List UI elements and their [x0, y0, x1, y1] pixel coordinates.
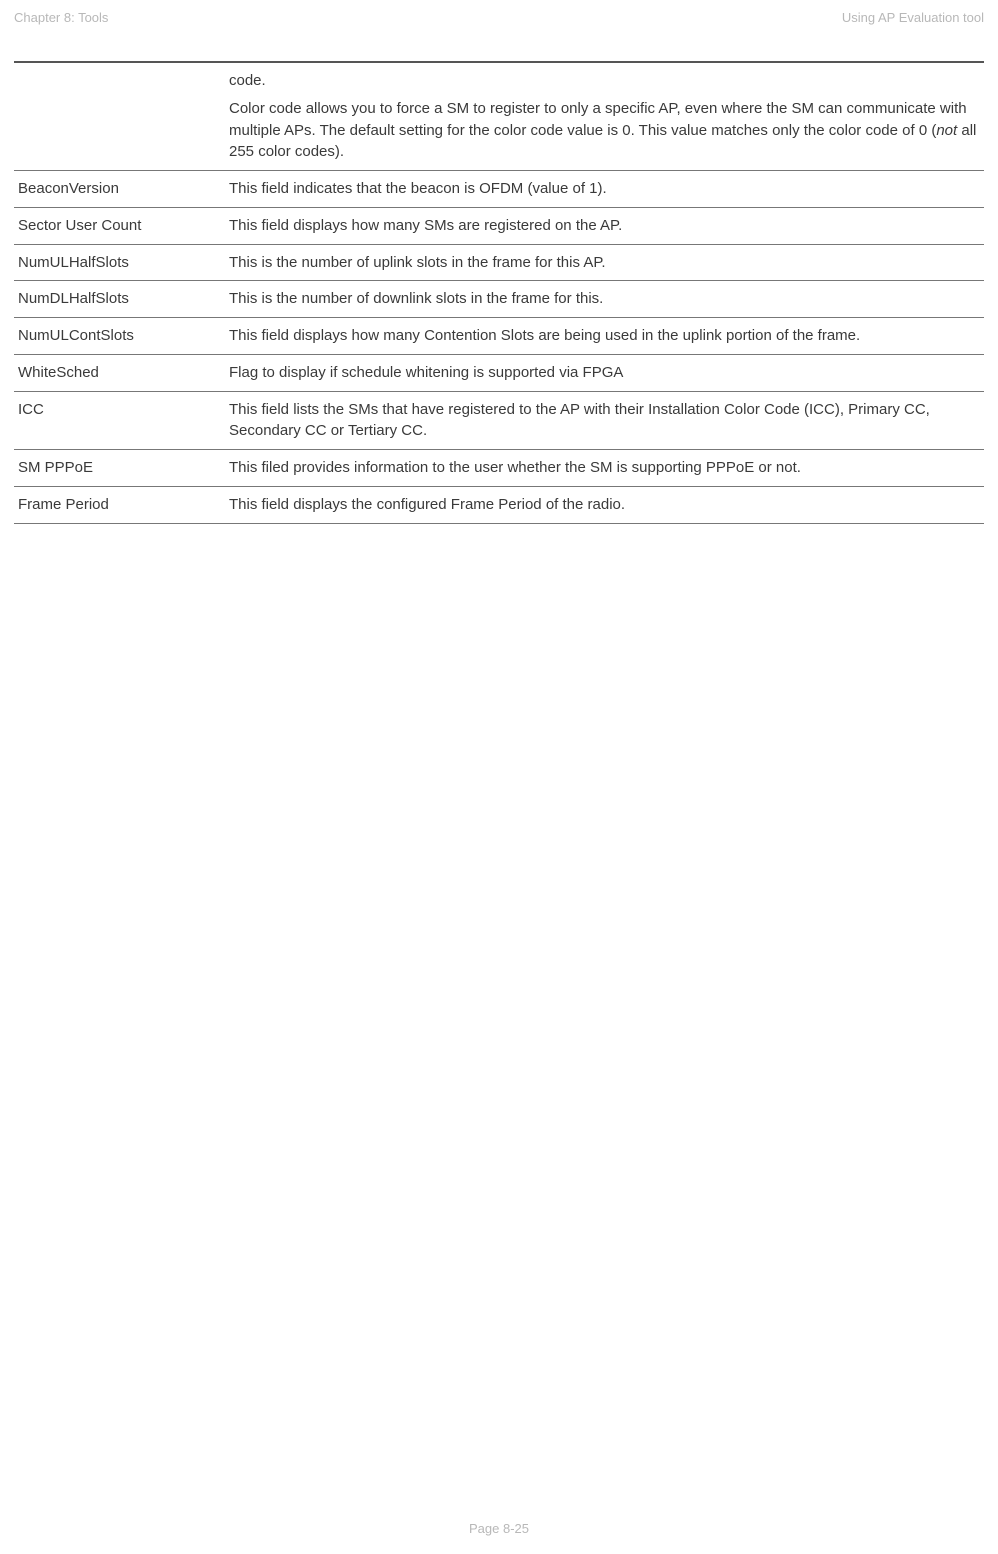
attribute-name: WhiteSched [14, 354, 229, 391]
header-right: Using AP Evaluation tool [842, 10, 984, 25]
attribute-name: Sector User Count [14, 207, 229, 244]
content-area: code. Color code allows you to force a SM… [0, 31, 998, 524]
desc-text: not [936, 122, 957, 139]
attribute-name [14, 62, 229, 171]
desc-paragraph: Color code allows you to force a SM to r… [229, 98, 978, 163]
attribute-description: This field displays the configured Frame… [229, 486, 984, 523]
table-row: BeaconVersionThis field indicates that t… [14, 171, 984, 208]
desc-text: code. [229, 72, 266, 89]
attribute-description: This is the number of downlink slots in … [229, 281, 984, 318]
attribute-name: NumULHalfSlots [14, 244, 229, 281]
attribute-description: This is the number of uplink slots in th… [229, 244, 984, 281]
desc-text: Color code allows you to force a SM to r… [229, 100, 967, 139]
attribute-description: Flag to display if schedule whitening is… [229, 354, 984, 391]
header-left: Chapter 8: Tools [14, 10, 108, 25]
attribute-description: This field indicates that the beacon is … [229, 171, 984, 208]
table-row: Sector User CountThis field displays how… [14, 207, 984, 244]
attributes-table: code. Color code allows you to force a SM… [14, 61, 984, 524]
desc-paragraph: code. [229, 70, 978, 92]
table-row: Frame PeriodThis field displays the conf… [14, 486, 984, 523]
table-row: NumULHalfSlotsThis is the number of upli… [14, 244, 984, 281]
attribute-description: This filed provides information to the u… [229, 450, 984, 487]
table-row: NumDLHalfSlotsThis is the number of down… [14, 281, 984, 318]
attribute-description: This field displays how many Contention … [229, 318, 984, 355]
page-footer: Page 8-25 [0, 1521, 998, 1536]
attribute-name: SM PPPoE [14, 450, 229, 487]
table-row: SM PPPoEThis filed provides information … [14, 450, 984, 487]
attribute-description: code. Color code allows you to force a SM… [229, 62, 984, 171]
table-row: NumULContSlotsThis field displays how ma… [14, 318, 984, 355]
page-header: Chapter 8: Tools Using AP Evaluation too… [0, 0, 998, 31]
attribute-name: NumULContSlots [14, 318, 229, 355]
attribute-description: This field lists the SMs that have regis… [229, 391, 984, 450]
attribute-name: BeaconVersion [14, 171, 229, 208]
attribute-name: Frame Period [14, 486, 229, 523]
table-row: ICCThis field lists the SMs that have re… [14, 391, 984, 450]
table-row: WhiteSchedFlag to display if schedule wh… [14, 354, 984, 391]
attribute-name: NumDLHalfSlots [14, 281, 229, 318]
page-number: Page 8-25 [469, 1521, 529, 1536]
table-row: code. Color code allows you to force a SM… [14, 62, 984, 171]
attribute-description: This field displays how many SMs are reg… [229, 207, 984, 244]
attribute-name: ICC [14, 391, 229, 450]
